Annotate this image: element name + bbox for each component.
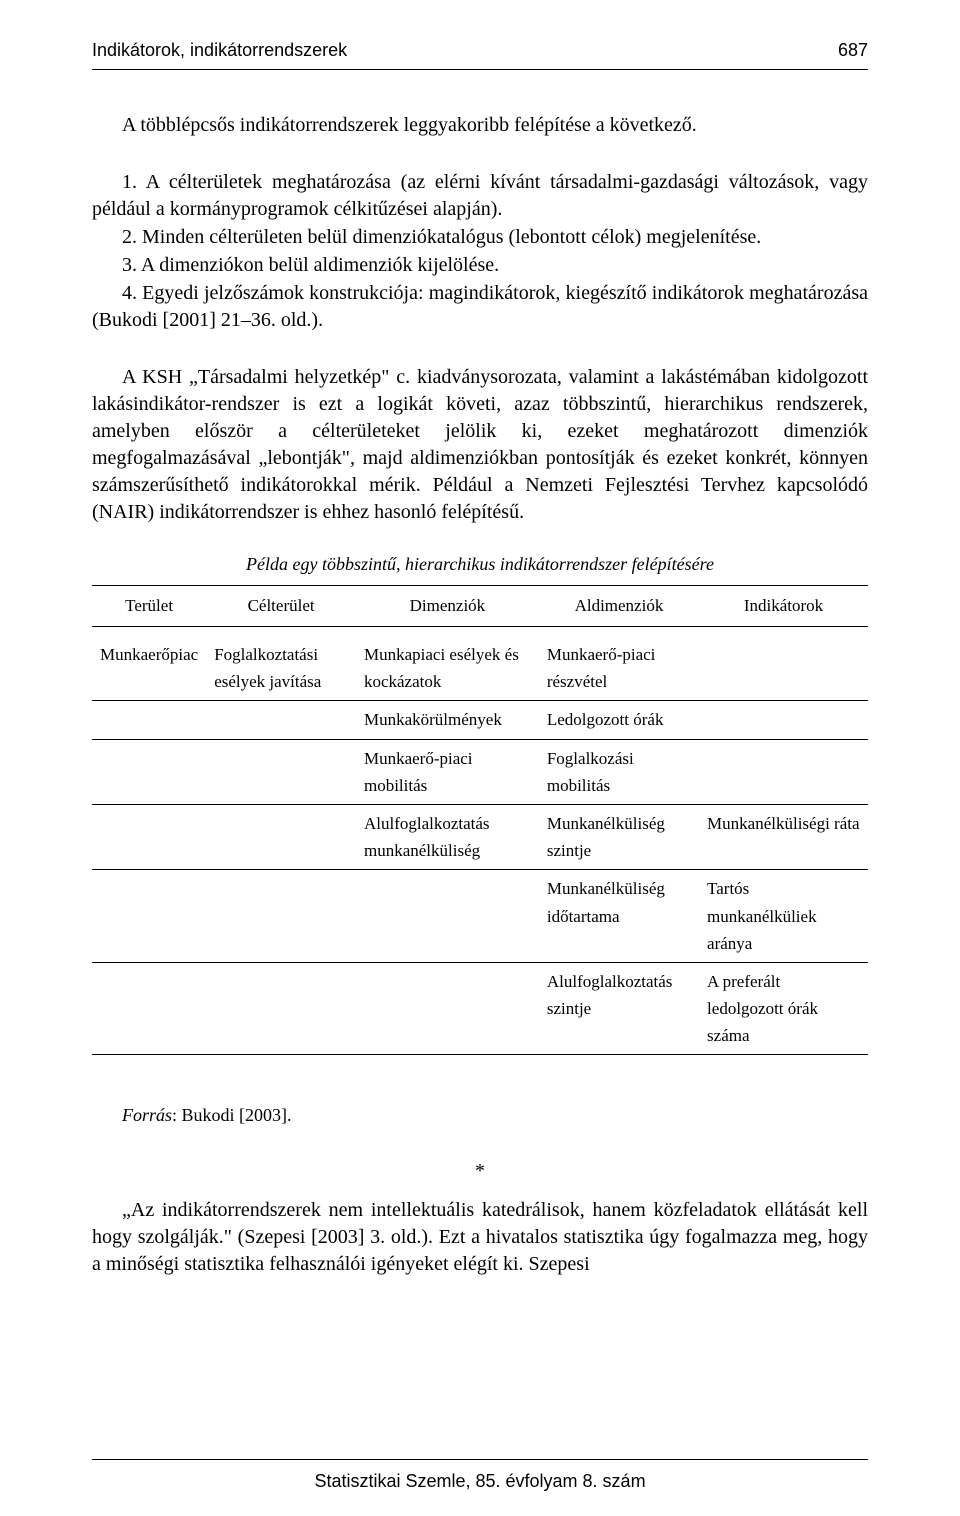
col-header-aldimenziok: Aldimenziók <box>539 586 699 627</box>
cell: Munkanélküliség szintje <box>539 804 699 869</box>
cell <box>699 701 868 739</box>
col-header-celterulet: Célterület <box>206 586 356 627</box>
cell <box>92 701 206 739</box>
running-header: Indikátorok, indikátorrendszerek 687 <box>92 40 868 61</box>
cell <box>356 870 539 963</box>
footer-rule <box>92 1459 868 1460</box>
cell <box>92 962 206 1055</box>
cell: Munkanélküliség időtartama <box>539 870 699 963</box>
section-break-asterisk: * <box>92 1160 868 1183</box>
table-row: Munkakörülmények Ledolgozott órák <box>92 701 868 739</box>
table-row: Alulfoglalkoztatás munkanélküliség Munka… <box>92 804 868 869</box>
cell: Munkanélküliségi ráta <box>699 804 868 869</box>
indicator-table: Terület Célterület Dimenziók Aldimenziók… <box>92 585 868 1055</box>
table-row: Munkaerőpiac Foglalkoztatási esélyek jav… <box>92 627 868 701</box>
cell: Ledolgozott órák <box>539 701 699 739</box>
header-rule <box>92 69 868 70</box>
numbered-list: 1. A célterületek meghatározása (az elér… <box>92 169 868 334</box>
cell <box>206 701 356 739</box>
cell: Munkaerő-piaci részvétel <box>539 627 699 701</box>
cell: Munkaerő-piaci mobilitás <box>356 739 539 804</box>
cell: Munkaerőpiac <box>92 627 206 701</box>
body-paragraph: A KSH „Társadalmi helyzetkép" c. kiadván… <box>92 364 868 526</box>
cell <box>92 739 206 804</box>
table-row: Alulfoglalkoztatás szintje A preferált l… <box>92 962 868 1055</box>
cell: Munkakörülmények <box>356 701 539 739</box>
page-footer: Statisztikai Szemle, 85. évfolyam 8. szá… <box>0 1471 960 1492</box>
col-header-dimenziok: Dimenziók <box>356 586 539 627</box>
table-row: Munkanélküliség időtartama Tartós munkan… <box>92 870 868 963</box>
cell <box>206 870 356 963</box>
list-item-2: 2. Minden célterületen belül dimenziókat… <box>92 224 868 251</box>
cell: Alulfoglalkoztatás szintje <box>539 962 699 1055</box>
col-header-indikatorok: Indikátorok <box>699 586 868 627</box>
cell <box>699 739 868 804</box>
page-number: 687 <box>838 40 868 61</box>
cell: Foglalkozási mobilitás <box>539 739 699 804</box>
source-label: Forrás <box>122 1105 172 1125</box>
intro-paragraph: A többlépcsős indikátorrendszerek leggya… <box>92 112 868 139</box>
cell: Tartós munkanélküliek aránya <box>699 870 868 963</box>
cell: Munkapiaci esélyek és kockázatok <box>356 627 539 701</box>
table-source: Forrás: Bukodi [2003]. <box>92 1105 868 1126</box>
cell: Alulfoglalkoztatás munkanélküliség <box>356 804 539 869</box>
cell <box>92 870 206 963</box>
table-caption: Példa egy többszintű, hierarchikus indik… <box>92 554 868 575</box>
col-header-terulet: Terület <box>92 586 206 627</box>
running-title: Indikátorok, indikátorrendszerek <box>92 40 347 61</box>
table-row: Munkaerő-piaci mobilitás Foglalkozási mo… <box>92 739 868 804</box>
cell: Foglalkoztatási esélyek javítása <box>206 627 356 701</box>
list-item-1: 1. A célterületek meghatározása (az elér… <box>92 169 868 223</box>
cell <box>699 627 868 701</box>
table-header-row: Terület Célterület Dimenziók Aldimenziók… <box>92 586 868 627</box>
list-item-4: 4. Egyedi jelzőszámok konstrukciója: mag… <box>92 280 868 334</box>
closing-paragraph: „Az indikátorrendszerek nem intellektuál… <box>92 1197 868 1278</box>
cell <box>356 962 539 1055</box>
cell: A preferált ledolgozott órák száma <box>699 962 868 1055</box>
source-text: : Bukodi [2003]. <box>172 1105 292 1125</box>
list-item-3: 3. A dimenziókon belül aldimenziók kijel… <box>92 252 868 279</box>
cell <box>92 804 206 869</box>
cell <box>206 804 356 869</box>
cell <box>206 962 356 1055</box>
cell <box>206 739 356 804</box>
